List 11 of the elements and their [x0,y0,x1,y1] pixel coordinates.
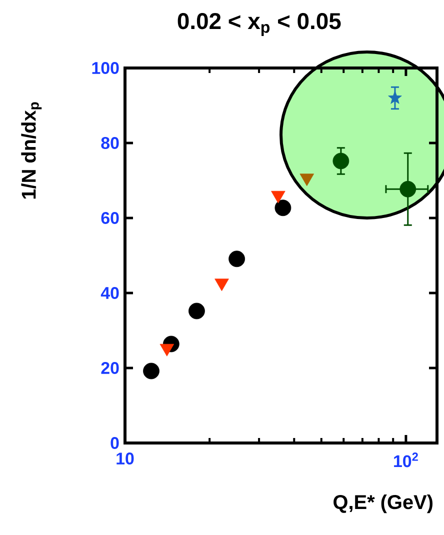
y-tick-label: 60 [101,212,119,224]
y-tick-label: 100 [92,62,119,74]
y-tick-label: 20 [101,362,119,374]
x-tick-label: 10$^{2}$ [394,452,418,468]
y-tick-label: 40 [100,287,119,299]
x-axis-title: Q,E* (GeV) [334,494,432,514]
y-axis-title: 1/N dn/dx$_{p}$ [21,102,42,199]
y-tick-label: 0 [110,437,119,449]
chart-title: 0.02 < x$_{p}$ < 0.05 [178,12,341,36]
x-tick-label: 10 [116,452,134,465]
y-tick-label: 80 [101,137,119,149]
